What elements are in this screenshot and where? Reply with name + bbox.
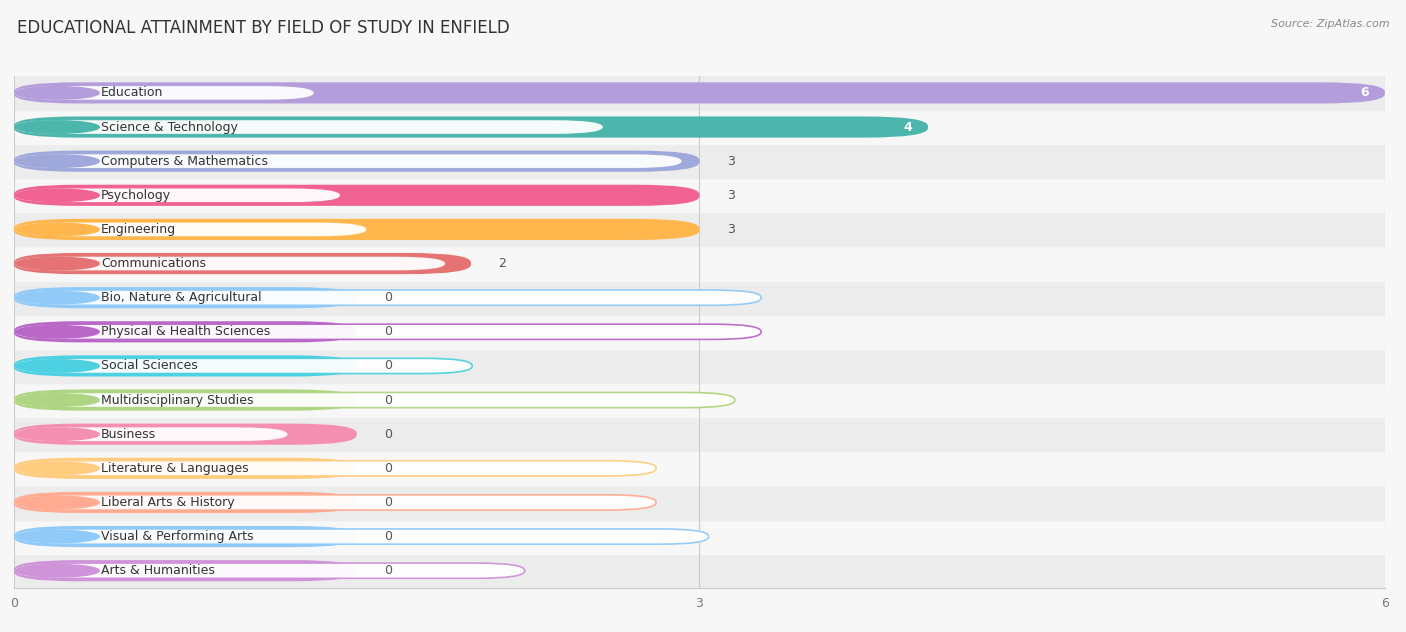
Bar — [14, 485, 1385, 520]
Circle shape — [15, 223, 100, 236]
FancyBboxPatch shape — [14, 321, 357, 343]
Circle shape — [15, 564, 100, 577]
Text: Social Sciences: Social Sciences — [101, 360, 197, 372]
Text: 0: 0 — [384, 530, 392, 543]
FancyBboxPatch shape — [14, 287, 357, 308]
Circle shape — [15, 394, 100, 406]
Bar — [14, 110, 1385, 144]
FancyBboxPatch shape — [14, 529, 709, 544]
Text: 0: 0 — [384, 325, 392, 338]
Bar — [14, 349, 1385, 383]
FancyBboxPatch shape — [14, 423, 357, 445]
FancyBboxPatch shape — [14, 185, 700, 206]
FancyBboxPatch shape — [14, 355, 357, 377]
FancyBboxPatch shape — [14, 560, 357, 581]
Bar — [14, 281, 1385, 315]
Circle shape — [15, 155, 100, 167]
Text: Liberal Arts & History: Liberal Arts & History — [101, 496, 235, 509]
Text: Communications: Communications — [101, 257, 205, 270]
FancyBboxPatch shape — [14, 392, 735, 408]
Text: Psychology: Psychology — [101, 189, 172, 202]
Circle shape — [15, 462, 100, 475]
Text: EDUCATIONAL ATTAINMENT BY FIELD OF STUDY IN ENFIELD: EDUCATIONAL ATTAINMENT BY FIELD OF STUDY… — [17, 19, 509, 37]
FancyBboxPatch shape — [14, 119, 603, 135]
Circle shape — [15, 291, 100, 304]
Bar — [14, 212, 1385, 246]
Text: 3: 3 — [727, 155, 735, 167]
Text: 0: 0 — [384, 291, 392, 304]
Text: Business: Business — [101, 428, 156, 441]
FancyBboxPatch shape — [14, 458, 357, 479]
FancyBboxPatch shape — [14, 526, 357, 547]
Bar — [14, 383, 1385, 417]
Text: 3: 3 — [727, 189, 735, 202]
Text: Multidisciplinary Studies: Multidisciplinary Studies — [101, 394, 253, 406]
FancyBboxPatch shape — [14, 82, 1385, 104]
FancyBboxPatch shape — [14, 188, 340, 203]
Text: 0: 0 — [384, 462, 392, 475]
FancyBboxPatch shape — [14, 427, 288, 442]
Bar — [14, 520, 1385, 554]
Text: Computers & Mathematics: Computers & Mathematics — [101, 155, 267, 167]
Circle shape — [15, 360, 100, 372]
Circle shape — [15, 530, 100, 543]
Bar — [14, 315, 1385, 349]
Bar — [14, 246, 1385, 281]
FancyBboxPatch shape — [14, 85, 315, 100]
Circle shape — [15, 189, 100, 202]
Text: Literature & Languages: Literature & Languages — [101, 462, 249, 475]
Bar — [14, 417, 1385, 451]
Circle shape — [15, 325, 100, 338]
FancyBboxPatch shape — [14, 563, 524, 578]
FancyBboxPatch shape — [14, 116, 928, 138]
FancyBboxPatch shape — [14, 256, 446, 271]
Circle shape — [15, 428, 100, 441]
FancyBboxPatch shape — [14, 150, 700, 172]
FancyBboxPatch shape — [14, 290, 761, 305]
FancyBboxPatch shape — [14, 324, 761, 339]
Text: Bio, Nature & Agricultural: Bio, Nature & Agricultural — [101, 291, 262, 304]
FancyBboxPatch shape — [14, 154, 682, 169]
Bar — [14, 178, 1385, 212]
FancyBboxPatch shape — [14, 492, 357, 513]
FancyBboxPatch shape — [14, 495, 657, 510]
FancyBboxPatch shape — [14, 253, 471, 274]
Text: Visual & Performing Arts: Visual & Performing Arts — [101, 530, 253, 543]
Circle shape — [15, 496, 100, 509]
Bar — [14, 451, 1385, 485]
Text: Science & Technology: Science & Technology — [101, 121, 238, 133]
Text: Arts & Humanities: Arts & Humanities — [101, 564, 215, 577]
FancyBboxPatch shape — [14, 389, 357, 411]
Text: 2: 2 — [499, 257, 506, 270]
Circle shape — [15, 121, 100, 133]
FancyBboxPatch shape — [14, 461, 657, 476]
Text: 3: 3 — [727, 223, 735, 236]
Bar — [14, 554, 1385, 588]
Text: 4: 4 — [903, 121, 912, 133]
Bar — [14, 76, 1385, 110]
Text: Source: ZipAtlas.com: Source: ZipAtlas.com — [1271, 19, 1389, 29]
Bar — [14, 144, 1385, 178]
Text: Physical & Health Sciences: Physical & Health Sciences — [101, 325, 270, 338]
FancyBboxPatch shape — [14, 222, 367, 237]
Circle shape — [15, 257, 100, 270]
Text: 0: 0 — [384, 394, 392, 406]
Text: Engineering: Engineering — [101, 223, 176, 236]
Text: 6: 6 — [1360, 87, 1369, 99]
Text: 0: 0 — [384, 564, 392, 577]
Text: 0: 0 — [384, 496, 392, 509]
Text: 0: 0 — [384, 428, 392, 441]
Text: Education: Education — [101, 87, 163, 99]
Circle shape — [15, 87, 100, 99]
FancyBboxPatch shape — [14, 358, 472, 374]
Text: 0: 0 — [384, 360, 392, 372]
FancyBboxPatch shape — [14, 219, 700, 240]
